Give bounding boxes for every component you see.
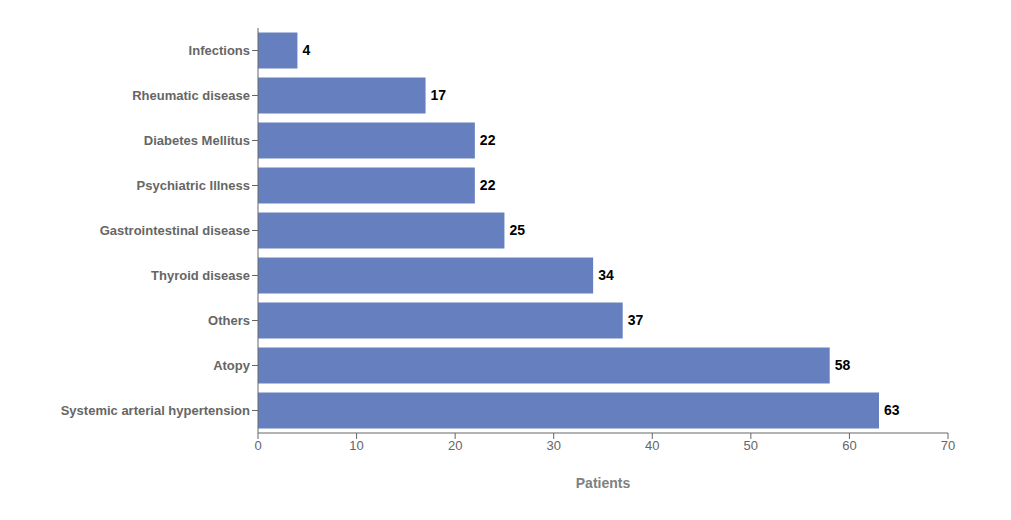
svg-text:34: 34 <box>598 267 614 283</box>
svg-text:Patients: Patients <box>576 475 631 491</box>
svg-text:37: 37 <box>628 312 644 328</box>
svg-text:Diabetes Mellitus: Diabetes Mellitus <box>144 133 250 148</box>
svg-text:40: 40 <box>645 438 659 453</box>
svg-text:Infections: Infections <box>189 43 250 58</box>
svg-text:17: 17 <box>431 87 447 103</box>
svg-text:22: 22 <box>480 177 496 193</box>
svg-text:Gastrointestinal disease: Gastrointestinal disease <box>100 223 250 238</box>
svg-text:30: 30 <box>546 438 560 453</box>
svg-text:Others: Others <box>208 313 250 328</box>
svg-text:10: 10 <box>349 438 363 453</box>
svg-text:4: 4 <box>302 42 310 58</box>
svg-text:50: 50 <box>744 438 758 453</box>
svg-text:60: 60 <box>842 438 856 453</box>
svg-text:70: 70 <box>941 438 955 453</box>
svg-text:20: 20 <box>448 438 462 453</box>
svg-text:Atopy: Atopy <box>213 358 251 373</box>
svg-text:58: 58 <box>835 357 851 373</box>
svg-text:Thyroid disease: Thyroid disease <box>151 268 250 283</box>
svg-text:Systemic arterial hypertension: Systemic arterial hypertension <box>61 403 250 418</box>
svg-text:Rheumatic disease: Rheumatic disease <box>132 88 250 103</box>
svg-text:0: 0 <box>254 438 261 453</box>
svg-text:25: 25 <box>509 222 525 238</box>
svg-text:Psychiatric Illness: Psychiatric Illness <box>137 178 250 193</box>
svg-text:22: 22 <box>480 132 496 148</box>
svg-text:63: 63 <box>884 402 900 418</box>
